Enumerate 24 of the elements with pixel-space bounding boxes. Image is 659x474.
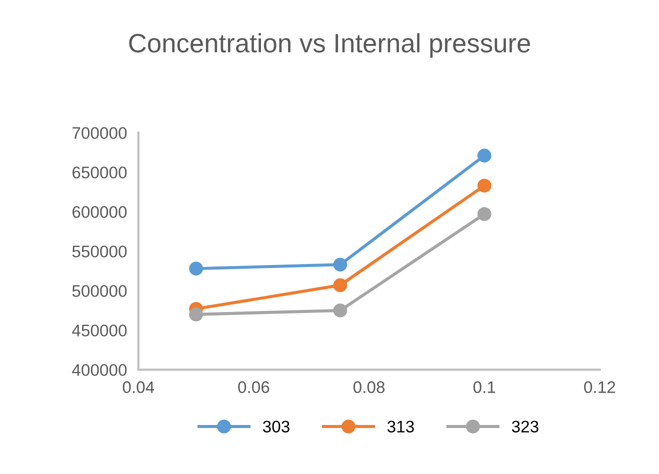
legend-label: 313 [387, 420, 414, 433]
y-tick-label: 600000 [72, 206, 127, 218]
x-tick-label: 0.1 [473, 381, 496, 394]
y-tick-label: 450000 [72, 324, 127, 336]
y-tick-label: 400000 [72, 364, 127, 376]
y-tick-label: 650000 [72, 166, 127, 178]
point [189, 262, 203, 276]
legend-label: 323 [512, 420, 538, 433]
point [477, 178, 492, 193]
point [477, 207, 492, 222]
point [477, 148, 492, 163]
point [333, 304, 348, 318]
chart-title: Concentration vs Internal pressure [129, 33, 530, 58]
point [189, 307, 203, 322]
y-tick-label: 700000 [72, 127, 127, 139]
point [333, 278, 348, 292]
x-tick-label: 0.06 [238, 381, 270, 394]
x-tick-label: 0.04 [122, 381, 154, 394]
legend-label: 303 [262, 420, 290, 433]
point [333, 258, 348, 272]
y-tick-label: 500000 [72, 285, 127, 297]
x-tick-label: 0.12 [584, 381, 616, 394]
x-tick-label: 0.08 [353, 381, 385, 394]
y-tick-label: 550000 [72, 246, 127, 258]
